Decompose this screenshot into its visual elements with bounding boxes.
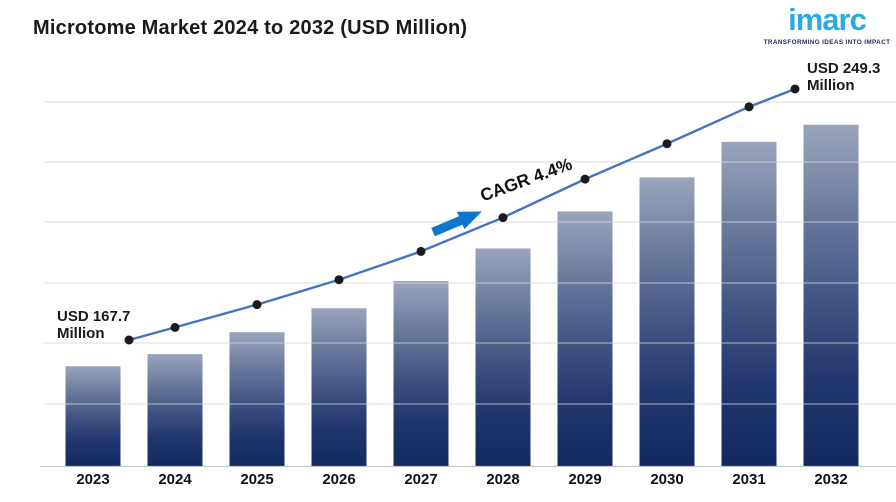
bar-2023 (65, 366, 121, 466)
bar-2025 (229, 332, 285, 466)
marker-2031 (744, 102, 754, 112)
marker-2028 (498, 213, 508, 223)
end-value-line2: Million (807, 76, 855, 94)
bar-2024 (147, 354, 203, 466)
marker-2030 (662, 139, 672, 149)
bar-2030 (639, 177, 695, 466)
marker-2029 (580, 174, 590, 184)
marker-2024 (170, 322, 180, 332)
marker-2023 (124, 335, 134, 345)
start-value-line1: USD 167.7 (57, 308, 131, 325)
gridlines (40, 101, 896, 468)
end-value-line1: USD 249.3 (807, 60, 881, 77)
x-axis-label-2023: 2023 (76, 471, 110, 488)
marker-2026 (334, 275, 344, 285)
x-axis: 2023 2024 2025 2026 2027 2028 2029 2030 2031 2032 (52, 471, 872, 488)
x-axis-label-2031: 2031 (732, 471, 766, 488)
page-title: Microtome Market 2024 to 2032 (USD Milli… (33, 17, 468, 39)
trend-markers (124, 84, 800, 345)
bars-group (65, 124, 859, 466)
bar-2032 (803, 124, 859, 466)
x-axis-label-2024: 2024 (158, 471, 192, 488)
marker-2025 (252, 300, 262, 310)
growth-arrow-icon (431, 211, 482, 237)
marker-2032 (790, 84, 800, 94)
start-value-line2: Million (57, 324, 105, 342)
x-axis-label-2027: 2027 (404, 471, 438, 488)
x-axis-label-2030: 2030 (650, 471, 684, 488)
trend-line (127, 87, 797, 342)
end-value-annotation: USD 249.3 Million (807, 60, 881, 94)
bar-2029 (557, 211, 613, 466)
x-axis-label-2032: 2032 (814, 471, 848, 488)
imarc-logo: imarc TRANSFORMING IDEAS INTO IMPACT (763, 2, 891, 46)
x-axis-label-2026: 2026 (322, 471, 356, 488)
imarc-logo-tagline: TRANSFORMING IDEAS INTO IMPACT (763, 38, 891, 46)
bar-2027 (393, 281, 449, 466)
bar-2028 (475, 248, 531, 466)
x-axis-label-2028: 2028 (486, 471, 520, 488)
x-axis-label-2025: 2025 (240, 471, 274, 488)
x-axis-label-2029: 2029 (568, 471, 602, 488)
bar-2026 (311, 308, 367, 466)
bar-2031 (721, 141, 777, 466)
imarc-logo-wordmark: imarc (788, 2, 867, 37)
marker-2027 (416, 246, 426, 256)
start-value-annotation: USD 167.7 Million (57, 308, 131, 342)
